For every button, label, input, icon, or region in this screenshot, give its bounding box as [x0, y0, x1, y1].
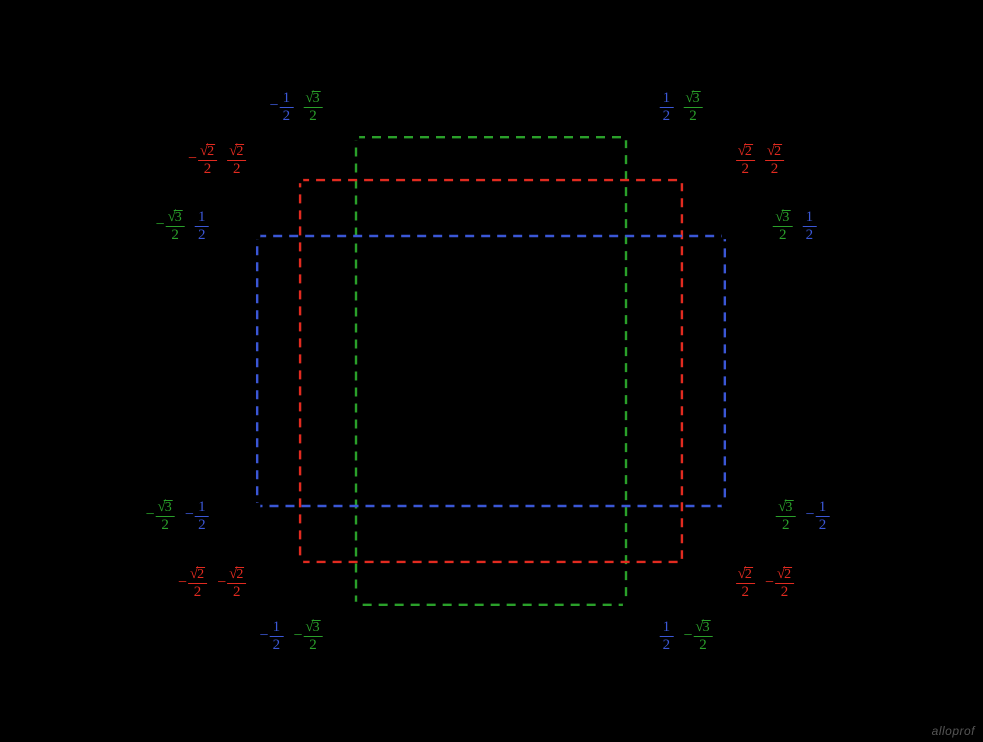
vertex-dot — [722, 233, 728, 239]
vertex-dot — [254, 503, 260, 509]
label-330: (√32,−12) — [764, 497, 843, 535]
label-210: (−√32,−12) — [133, 497, 222, 535]
label-225: (−√22,−√22) — [165, 565, 259, 603]
vertex-dot — [623, 134, 629, 140]
label-60: (12,√32) — [647, 88, 716, 126]
vertex-dot — [722, 503, 728, 509]
vertex-dot — [254, 233, 260, 239]
label-120: (−12,√32) — [257, 88, 336, 126]
vertex-dot — [679, 559, 685, 565]
label-315: (√22,−√22) — [723, 565, 807, 603]
label-300: (12,−√32) — [647, 618, 726, 656]
label-150: (−√32,12) — [143, 207, 222, 245]
vertex-dot — [623, 602, 629, 608]
label-45: (√22,√22) — [723, 141, 797, 179]
label-240: (−12,−√32) — [247, 618, 336, 656]
watermark: alloprof — [932, 724, 975, 738]
unit-circle-diagram — [0, 0, 983, 742]
label-135: (−√22,√22) — [175, 141, 259, 179]
vertex-dot — [353, 602, 359, 608]
vertex-dot — [297, 177, 303, 183]
vertex-dot — [353, 134, 359, 140]
label-30: (√32,12) — [761, 207, 830, 245]
vertex-dot — [679, 177, 685, 183]
vertex-dot — [297, 559, 303, 565]
